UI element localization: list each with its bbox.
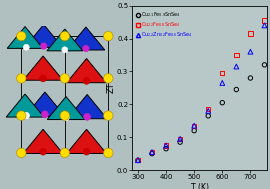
Polygon shape [67,129,106,153]
Circle shape [104,148,113,158]
Circle shape [60,148,69,158]
Circle shape [40,43,47,49]
Circle shape [23,112,29,119]
Circle shape [104,74,113,83]
Point [262,63,267,66]
Point [178,141,182,144]
Circle shape [17,148,26,158]
Point [234,53,238,57]
Point [234,65,238,68]
Point [206,109,210,112]
Point [220,81,224,84]
Circle shape [17,111,26,120]
Circle shape [40,75,46,82]
Point [248,32,253,35]
Point [164,144,168,147]
Point [206,108,210,111]
Point [262,24,267,27]
Polygon shape [47,97,85,120]
Point [220,72,224,75]
Point [178,137,182,140]
Point [248,50,253,53]
Point [150,150,154,153]
Circle shape [60,31,69,41]
Circle shape [42,111,48,118]
Point [192,124,196,127]
Point [220,101,224,104]
Point [150,150,154,153]
Circle shape [23,44,29,50]
X-axis label: T (K): T (K) [191,183,209,189]
Point [262,19,267,22]
Point [136,159,140,162]
Point [234,88,238,91]
Polygon shape [67,27,105,50]
Point [178,137,182,140]
Circle shape [40,148,46,155]
Y-axis label: ZT: ZT [106,83,116,93]
Point [164,144,168,147]
Point [192,124,196,127]
Polygon shape [7,27,43,48]
Point [136,159,140,162]
Circle shape [63,114,69,121]
Polygon shape [67,58,106,83]
Polygon shape [23,56,63,80]
Polygon shape [67,94,107,119]
Circle shape [62,47,68,53]
Circle shape [83,148,90,155]
Polygon shape [23,129,63,153]
Point [136,159,140,162]
Circle shape [60,111,69,120]
Legend: Cu$_{2.1}$Fe$_{0.9}$SnSe$_4$, Cu$_{2.2}$Fe$_{0.8}$SnSe$_4$, Cu$_{2.2}$Zn$_{0.2}$: Cu$_{2.1}$Fe$_{0.9}$SnSe$_4$, Cu$_{2.2}$… [136,10,193,40]
Point [248,77,253,80]
Circle shape [84,113,91,120]
Polygon shape [25,92,65,116]
Circle shape [17,31,26,41]
Circle shape [104,31,113,41]
Polygon shape [47,29,83,51]
Point [150,152,154,155]
Polygon shape [25,25,63,47]
Circle shape [104,111,113,120]
Point [192,129,196,132]
Point [164,147,168,150]
Circle shape [83,77,90,84]
Circle shape [17,74,26,83]
Circle shape [83,45,89,52]
Circle shape [60,74,69,83]
Point [206,114,210,117]
Polygon shape [6,94,44,117]
